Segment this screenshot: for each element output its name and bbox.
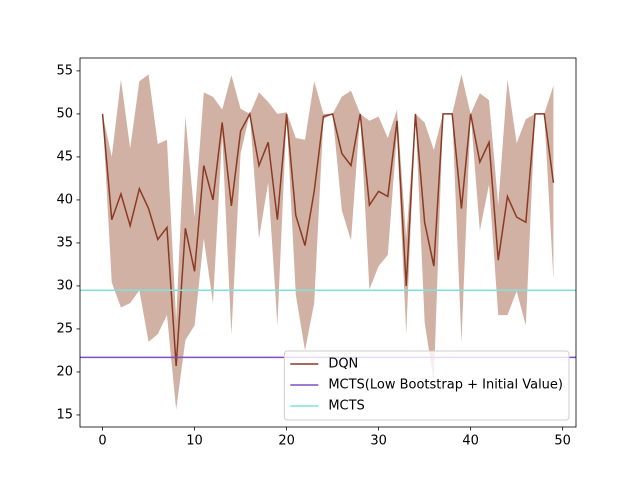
legend-label: MCTS(Low Bootstrap + Initial Value)	[328, 378, 563, 393]
legend-label: DQN	[328, 357, 358, 372]
x-tick-label: 30	[370, 434, 387, 449]
legend-label: MCTS	[328, 399, 365, 414]
y-tick-label: 55	[56, 63, 73, 78]
legend-frame	[283, 350, 570, 421]
axes-frame	[79, 57, 577, 428]
line	[101, 111, 555, 366]
y-tick-label: 40	[56, 192, 73, 207]
y-tick-label: 20	[56, 364, 73, 379]
y-tick-label: 25	[56, 321, 73, 336]
x-tick-label: 50	[554, 434, 571, 449]
y-tick-label: 35	[56, 235, 73, 250]
legend: DQN MCTS(Low Bootstrap + Initial Value) MC…	[283, 350, 570, 421]
x-tick-label: 10	[186, 434, 203, 449]
x-tick-label: 0	[98, 434, 106, 449]
x-tick-label: 20	[278, 434, 295, 449]
y-tick-label: 50	[56, 106, 73, 121]
y-tick-label: 15	[56, 407, 73, 422]
x-tick-label: 40	[462, 434, 479, 449]
y-tick-label: 30	[56, 278, 73, 293]
y-tick-label: 45	[56, 149, 73, 164]
